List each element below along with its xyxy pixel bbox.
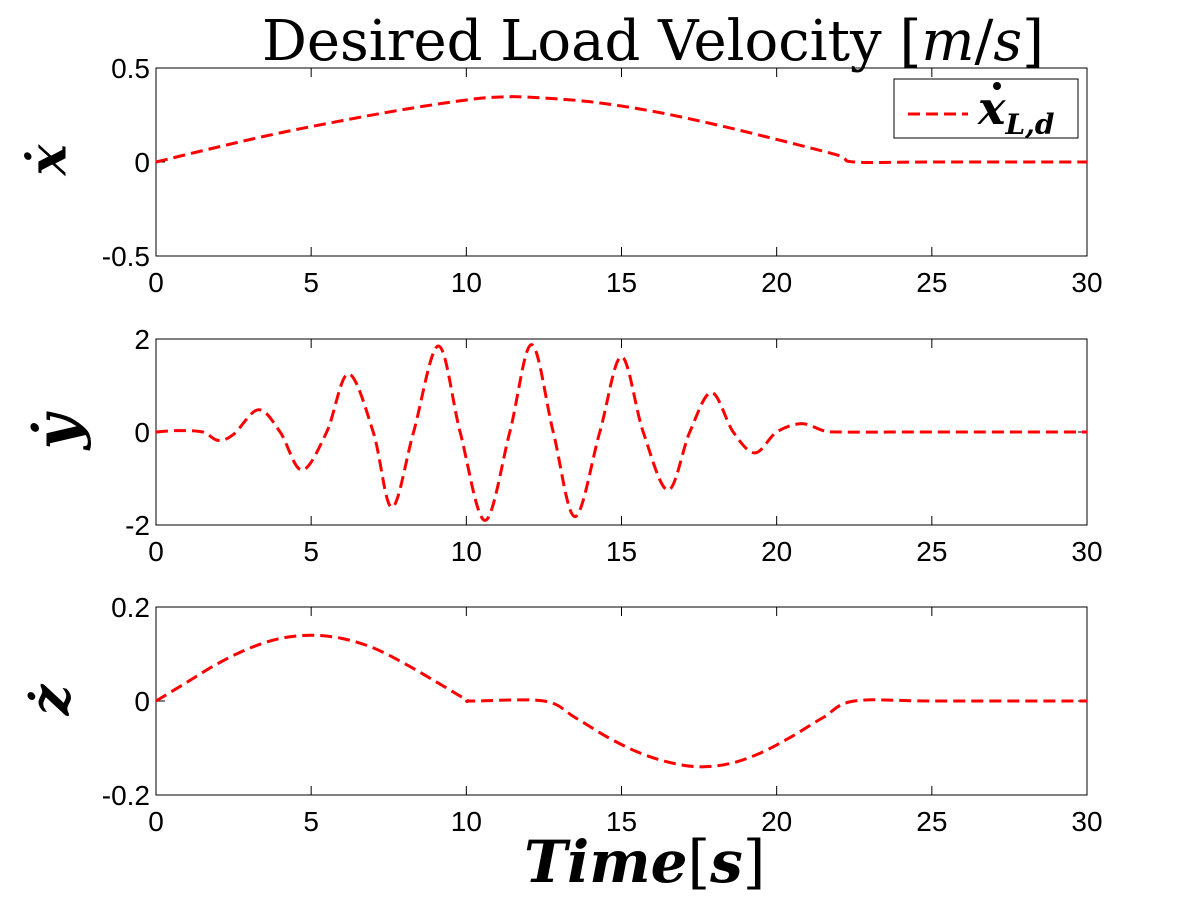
x-tick-label: 25 — [916, 267, 947, 298]
y-tick-label: 0.5 — [111, 53, 150, 84]
x-tick-label: 5 — [303, 267, 319, 298]
y-tick-label: 0 — [134, 686, 150, 717]
title-unit-m: m — [921, 9, 974, 74]
figure-title: Desired Load Velocity [m/s] — [262, 9, 1044, 74]
x-tick-label: 20 — [761, 806, 792, 837]
legend-label-var: x — [977, 81, 1006, 135]
x-tick-label: 20 — [761, 536, 792, 567]
title-unit-sep: / — [974, 9, 993, 74]
legend: xL,d — [893, 78, 1079, 141]
x-tick-label: 10 — [451, 806, 482, 837]
x-tick-label: 20 — [761, 267, 792, 298]
y-axis-label-z: ż — [18, 683, 82, 716]
x-axis-label: Time[s] — [524, 828, 765, 896]
legend-label-sub: L,d — [1004, 108, 1054, 141]
legend-box — [893, 78, 1079, 139]
y-tick-label: 2 — [134, 324, 150, 355]
x-tick-label: 30 — [1071, 536, 1102, 567]
x-tick-label: 0 — [148, 806, 164, 837]
x-tick-label: 15 — [606, 536, 637, 567]
y-axis-label-y: ẏ — [23, 410, 93, 451]
x-tick-label: 25 — [916, 536, 947, 567]
x-tick-label: 15 — [606, 267, 637, 298]
legend-label-dot — [993, 82, 1001, 90]
series-line-y — [155, 343, 1087, 522]
title-text: Desired Load Velocity — [262, 9, 899, 74]
x-axis-label-unit: s — [709, 828, 743, 896]
x-tick-label: 15 — [606, 806, 637, 837]
subplot-z-velocity: 0 5 10 15 20 25 30-0.200.2ż — [18, 592, 1102, 837]
y-tick-label: 0 — [134, 417, 150, 448]
y-tick-label: 0 — [134, 147, 150, 178]
y-tick-label: -0.2 — [102, 780, 150, 811]
title-bracket-close: ] — [1022, 9, 1044, 74]
legend-label: xL,d — [977, 81, 1054, 141]
title-unit-s: s — [993, 9, 1022, 74]
x-axis-label-bracket-close: ] — [743, 828, 766, 896]
series-line-z — [155, 633, 1087, 769]
x-tick-label: 0 — [148, 536, 164, 567]
x-axis-label-bracket-open: [ — [687, 828, 710, 896]
y-axis-label-x: ẋ — [18, 144, 79, 177]
x-axis-label-word: Time — [524, 828, 687, 896]
x-tick-label: 30 — [1071, 267, 1102, 298]
x-tick-label: 0 — [148, 267, 164, 298]
x-tick-label: 10 — [451, 267, 482, 298]
subplot-x-velocity: 0 5 10 15 20 25 30-0.500.5ẋ — [18, 53, 1103, 298]
series-line-x — [155, 95, 1087, 164]
x-tick-label: 30 — [1071, 806, 1102, 837]
title-bracket-open: [ — [899, 9, 921, 74]
x-tick-label: 25 — [916, 806, 947, 837]
y-tick-label: -0.5 — [102, 241, 150, 272]
y-tick-label: 0.2 — [111, 592, 150, 623]
x-tick-label: 5 — [303, 536, 319, 567]
y-tick-label: -2 — [125, 510, 150, 541]
x-tick-label: 10 — [451, 536, 482, 567]
x-tick-label: 5 — [303, 806, 319, 837]
